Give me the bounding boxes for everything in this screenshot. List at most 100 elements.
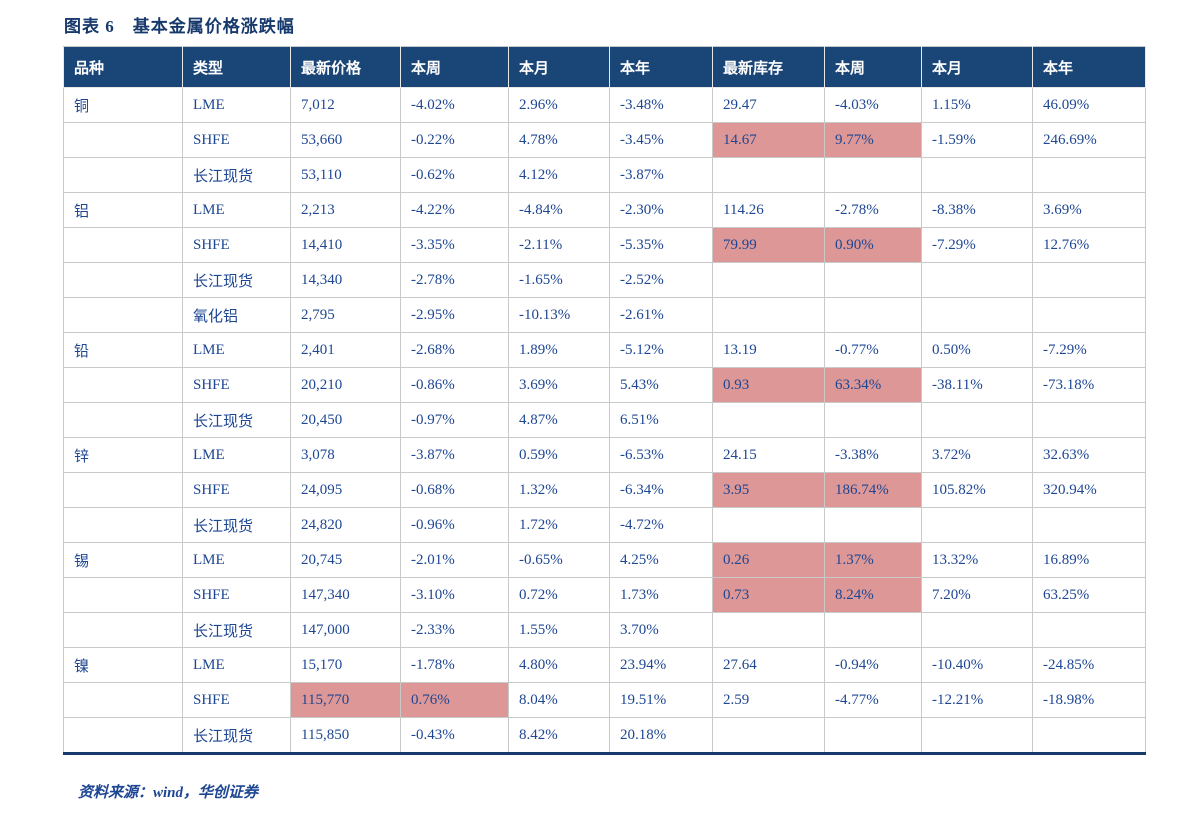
table-cell: 79.99 [712,227,825,263]
table-cell [824,717,922,755]
header-latest-price: 最新价格 [290,46,401,88]
table-cell: 长江现货 [182,507,291,543]
table-cell: 320.94% [1032,472,1146,508]
table-cell: 0.59% [508,437,610,473]
figure-title: 图表 6 基本金属价格涨跌幅 [64,17,295,36]
table-cell: 53,660 [290,122,401,158]
table-row: 铜 LME 7,012 -4.02% 2.96% -3.48% 29.47 -4.03% 1.1… [63,87,1146,123]
table-cell: 12.76% [1032,227,1146,263]
table-cell: -10.13% [508,297,610,333]
table-cell [712,402,825,438]
header-inventory-week: 本周 [824,46,922,88]
table-cell [824,157,922,193]
table-cell: 2,213 [290,192,401,228]
table-cell: 53,110 [290,157,401,193]
table-cell: -2.78% [824,192,922,228]
table-cell: 0.73 [712,577,825,613]
table-cell: 32.63% [1032,437,1146,473]
table-row: 长江现货 115,850 -0.43% 8.42% 20.18% [63,717,1146,755]
table-row: 长江现货 24,820 -0.96% 1.72% -4.72% [63,507,1146,543]
table-cell: LME [182,332,291,368]
table-cell: 3.69% [1032,192,1146,228]
table-cell: 20,210 [290,367,401,403]
table-cell: SHFE [182,577,291,613]
table-row: 长江现货 147,000 -2.33% 1.55% 3.70% [63,612,1146,648]
table-row: 铝 LME 2,213 -4.22% -4.84% -2.30% 114.26 -2.78% -… [63,192,1146,228]
table-cell [712,157,825,193]
table-cell: 16.89% [1032,542,1146,578]
table-cell: -4.84% [508,192,610,228]
table-cell [63,297,183,333]
table-cell: -1.65% [508,262,610,298]
table-cell: 镍 [63,647,183,683]
table-cell [824,297,922,333]
table-cell [712,507,825,543]
table-cell: LME [182,647,291,683]
table-cell: 63.25% [1032,577,1146,613]
table-cell: 23.94% [609,647,713,683]
table-row: SHFE 14,410 -3.35% -2.11% -5.35% 79.99 0.90% -7… [63,227,1146,263]
table-cell: 14,340 [290,262,401,298]
table-row: 长江现货 14,340 -2.78% -1.65% -2.52% [63,262,1146,298]
table-cell: -0.94% [824,647,922,683]
table-cell: 3.72% [921,437,1033,473]
table-cell: SHFE [182,472,291,508]
table-cell [1032,297,1146,333]
table-cell: -38.11% [921,367,1033,403]
table-cell: 27.64 [712,647,825,683]
table-row: 铅 LME 2,401 -2.68% 1.89% -5.12% 13.19 -0.77% 0.5… [63,332,1146,368]
table-cell [63,402,183,438]
table-cell: -2.33% [400,612,509,648]
table-cell: -12.21% [921,682,1033,718]
table-cell: -8.38% [921,192,1033,228]
table-cell: 115,850 [290,717,401,755]
table-cell: -0.22% [400,122,509,158]
table-cell: 147,340 [290,577,401,613]
table-cell: LME [182,192,291,228]
table-cell: -4.77% [824,682,922,718]
table-cell: SHFE [182,682,291,718]
table-cell: 0.93 [712,367,825,403]
table-cell: 8.42% [508,717,610,755]
table-cell: -3.48% [609,87,713,123]
table-cell: 29.47 [712,87,825,123]
table-cell: -0.43% [400,717,509,755]
table-cell [921,717,1033,755]
table-header-row: 品种 类型 最新价格 本周 本月 本年 最新库存 本周 本月 本年 [63,46,1146,88]
table-cell [712,612,825,648]
table-cell: 19.51% [609,682,713,718]
table-cell: 20.18% [609,717,713,755]
header-latest-inventory: 最新库存 [712,46,825,88]
table-cell: -3.87% [609,157,713,193]
table-cell [1032,717,1146,755]
table-cell: -0.68% [400,472,509,508]
table-cell [712,717,825,755]
table-cell: -3.87% [400,437,509,473]
table-cell: -7.29% [921,227,1033,263]
table-cell: -2.95% [400,297,509,333]
table-cell: 4.87% [508,402,610,438]
table-cell: 1.37% [824,542,922,578]
table-cell [921,612,1033,648]
table-cell: -2.78% [400,262,509,298]
table-cell: 114.26 [712,192,825,228]
table-row: 锡 LME 20,745 -2.01% -0.65% 4.25% 0.26 1.37% 13.3… [63,542,1146,578]
table-cell: 4.12% [508,157,610,193]
table-cell: 铜 [63,87,183,123]
table-cell: 铅 [63,332,183,368]
table-cell: 0.76% [400,682,509,718]
table-cell: -0.97% [400,402,509,438]
table-cell: 2,401 [290,332,401,368]
table-cell: -6.34% [609,472,713,508]
table-cell: -0.96% [400,507,509,543]
table-cell: -18.98% [1032,682,1146,718]
table-cell: -3.10% [400,577,509,613]
table-cell: -2.68% [400,332,509,368]
table-cell [1032,507,1146,543]
table-cell [63,262,183,298]
table-cell: 20,745 [290,542,401,578]
table-cell: 24.15 [712,437,825,473]
data-source-note: 资料来源：wind，华创证券 [78,785,259,801]
table-cell: -4.22% [400,192,509,228]
table-cell [1032,402,1146,438]
